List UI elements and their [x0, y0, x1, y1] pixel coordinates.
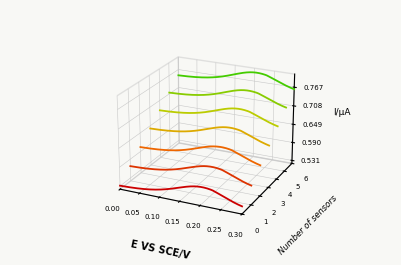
Y-axis label: Number of sensors: Number of sensors	[277, 193, 339, 256]
X-axis label: E VS SCE/V: E VS SCE/V	[130, 239, 190, 261]
